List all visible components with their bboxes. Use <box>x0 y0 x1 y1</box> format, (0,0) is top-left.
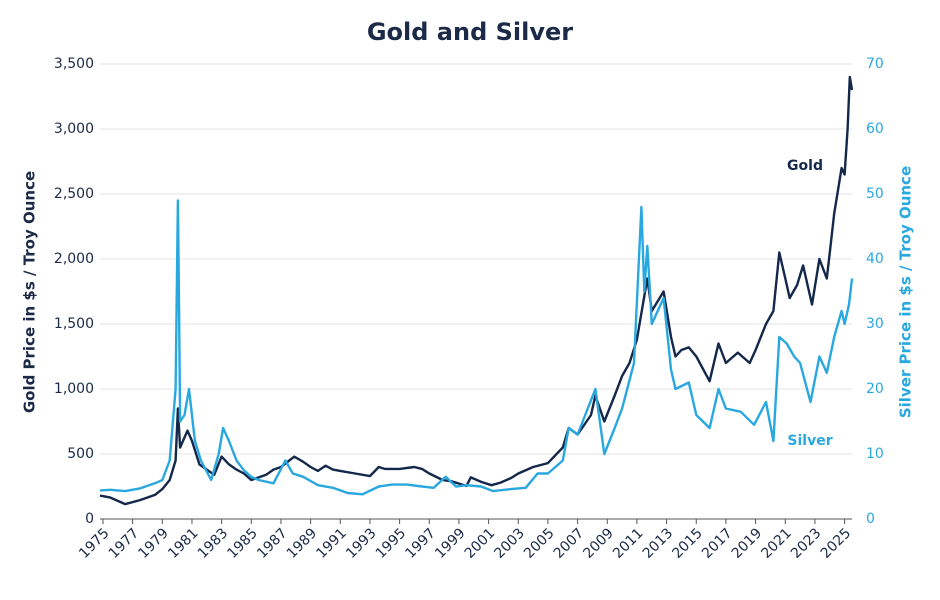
y-tick-label: 3,000 <box>54 121 94 137</box>
y2-tick-label: 60 <box>866 121 884 137</box>
x-tick-label: 1977 <box>106 525 143 562</box>
series-line <box>99 75 854 506</box>
x-tick-label: 2023 <box>788 525 825 562</box>
x-tick-label: 1981 <box>165 525 202 562</box>
y2-tick-label: 20 <box>866 381 884 397</box>
y-axis-label: Gold Price in $s / Troy Ounce <box>21 171 39 413</box>
series-label: Silver <box>787 433 832 449</box>
x-tick-label: 2017 <box>699 525 736 562</box>
x-tick-label: 2003 <box>491 525 528 562</box>
x-tick-label: 1993 <box>343 525 380 562</box>
x-tick-label: 1983 <box>195 525 232 562</box>
x-tick-label: 1987 <box>254 525 291 562</box>
y-tick-label: 0 <box>85 511 94 527</box>
y-tick-label: 1,000 <box>54 381 94 397</box>
y-tick-label: 500 <box>67 446 94 462</box>
y2-tick-label: 50 <box>866 186 884 202</box>
y2-tick-label: 0 <box>866 511 875 527</box>
y2-tick-label: 70 <box>866 56 884 72</box>
x-tick-label: 1975 <box>76 525 113 562</box>
y2-tick-label: 10 <box>866 446 884 462</box>
x-tick-label: 1999 <box>432 525 469 562</box>
x-tick-label: 2001 <box>462 525 499 562</box>
x-tick-label: 2019 <box>729 525 766 562</box>
y-tick-label: 2,000 <box>54 251 94 267</box>
series-line <box>99 199 854 496</box>
y2-axis-label: Silver Price in $s / Troy Ounce <box>897 166 915 418</box>
x-tick-label: 1979 <box>135 525 172 562</box>
x-tick-label: 1995 <box>373 525 410 562</box>
x-tick-label: 2005 <box>521 525 558 562</box>
x-tick-label: 2021 <box>758 525 795 562</box>
y2-tick-label: 40 <box>866 251 884 267</box>
series-label: Gold <box>787 158 823 174</box>
x-tick-label: 2009 <box>580 525 617 562</box>
x-tick-label: 2013 <box>640 525 677 562</box>
x-tick-label: 2011 <box>610 525 647 562</box>
y-tick-label: 2,500 <box>54 186 94 202</box>
x-tick-label: 2007 <box>551 525 588 562</box>
y-tick-label: 3,500 <box>54 56 94 72</box>
x-tick-label: 1989 <box>284 525 321 562</box>
y-tick-label: 1,500 <box>54 316 94 332</box>
x-tick-label: 2015 <box>669 525 706 562</box>
x-tick-label: 1985 <box>224 525 261 562</box>
y2-tick-label: 30 <box>866 316 884 332</box>
x-tick-label: 1997 <box>402 525 439 562</box>
x-tick-label: 2025 <box>818 525 855 562</box>
chart-title: Gold and Silver <box>367 18 573 46</box>
x-tick-label: 1991 <box>313 525 350 562</box>
